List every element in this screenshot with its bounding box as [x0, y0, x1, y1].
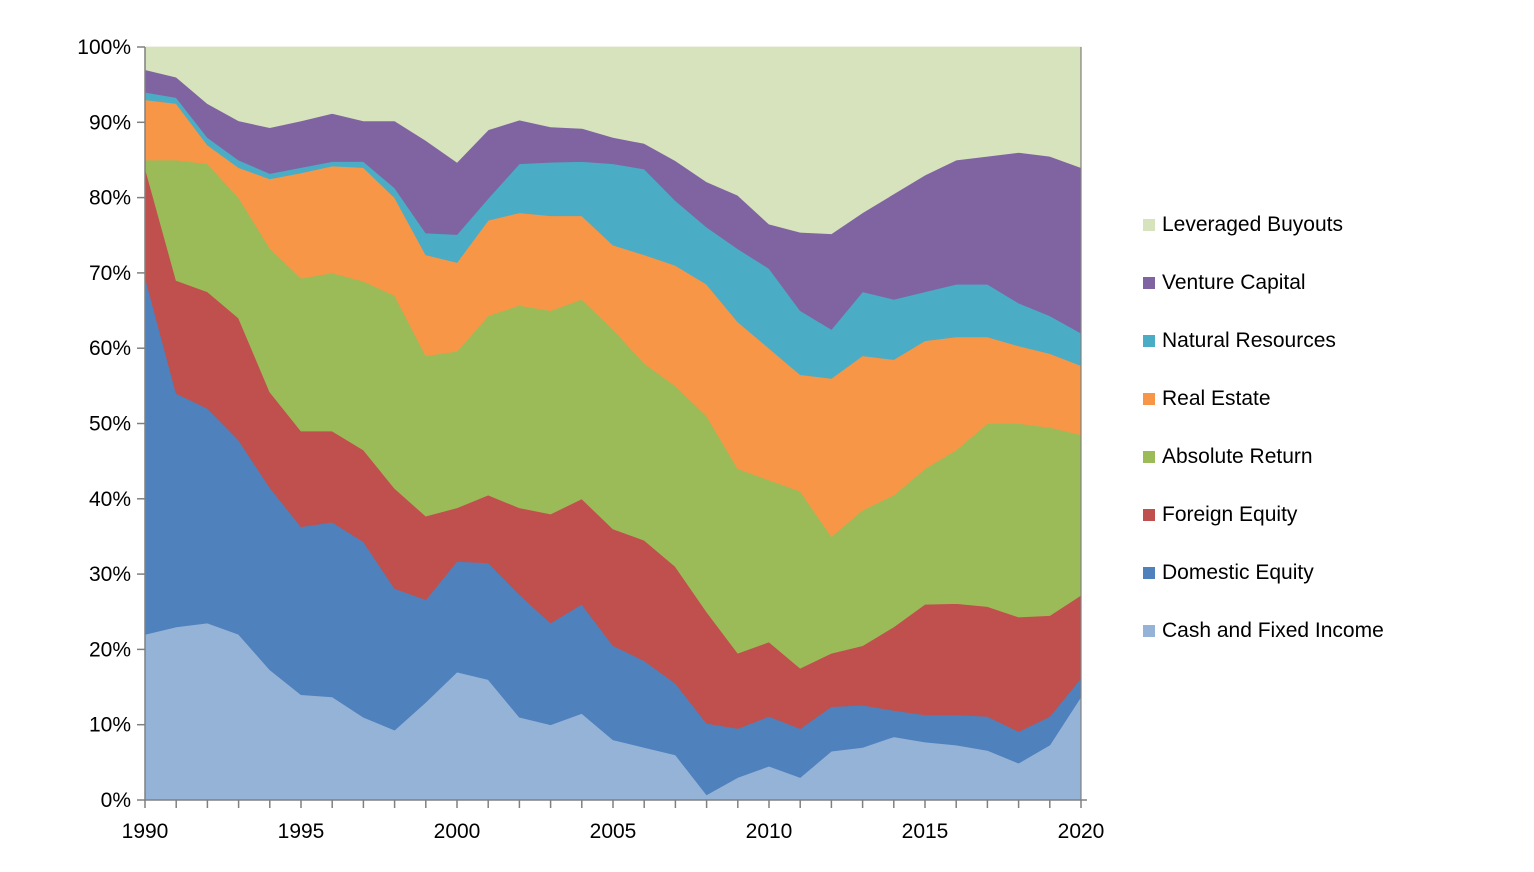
legend-label: Domestic Equity	[1162, 561, 1314, 584]
legend-swatch-icon	[1143, 335, 1155, 347]
x-tick-label: 2020	[1058, 820, 1105, 843]
y-tick-label: 40%	[89, 488, 131, 511]
legend-swatch-icon	[1143, 393, 1155, 405]
legend-item-foreign-equity: Foreign Equity	[1143, 486, 1384, 544]
legend-label: Venture Capital	[1162, 271, 1306, 294]
y-tick-label: 50%	[89, 413, 131, 436]
legend-label: Real Estate	[1162, 387, 1271, 410]
x-tick-label: 2005	[590, 820, 637, 843]
legend-swatch-icon	[1143, 625, 1155, 637]
x-tick-label: 2000	[434, 820, 481, 843]
legend-swatch-icon	[1143, 219, 1155, 231]
legend-item-absolute-return: Absolute Return	[1143, 428, 1384, 486]
y-tick-label: 70%	[89, 262, 131, 285]
legend-swatch-icon	[1143, 451, 1155, 463]
y-tick-label: 0%	[101, 789, 131, 812]
y-tick-label: 100%	[77, 36, 131, 59]
y-tick-label: 30%	[89, 563, 131, 586]
legend-item-domestic-equity: Domestic Equity	[1143, 544, 1384, 602]
y-tick-label: 80%	[89, 187, 131, 210]
legend-swatch-icon	[1143, 277, 1155, 289]
y-tick-label: 60%	[89, 337, 131, 360]
legend-label: Natural Resources	[1162, 329, 1336, 352]
chart-legend: Leveraged Buyouts Venture Capital Natural …	[1143, 196, 1384, 660]
x-tick-label: 1995	[278, 820, 325, 843]
legend-item-leveraged-buyouts: Leveraged Buyouts	[1143, 196, 1384, 254]
legend-item-real-estate: Real Estate	[1143, 370, 1384, 428]
legend-item-cash-and-fixed-income: Cash and Fixed Income	[1143, 602, 1384, 660]
y-tick-label: 10%	[89, 714, 131, 737]
x-tick-label: 2015	[902, 820, 949, 843]
legend-label: Cash and Fixed Income	[1162, 619, 1384, 642]
legend-swatch-icon	[1143, 509, 1155, 521]
y-tick-label: 20%	[89, 638, 131, 661]
x-tick-label: 2010	[746, 820, 793, 843]
legend-label: Leveraged Buyouts	[1162, 213, 1343, 236]
x-tick-label: 1990	[122, 820, 169, 843]
legend-item-natural-resources: Natural Resources	[1143, 312, 1384, 370]
legend-item-venture-capital: Venture Capital	[1143, 254, 1384, 312]
legend-swatch-icon	[1143, 567, 1155, 579]
legend-label: Foreign Equity	[1162, 503, 1298, 526]
y-tick-label: 90%	[89, 111, 131, 134]
legend-label: Absolute Return	[1162, 445, 1313, 468]
